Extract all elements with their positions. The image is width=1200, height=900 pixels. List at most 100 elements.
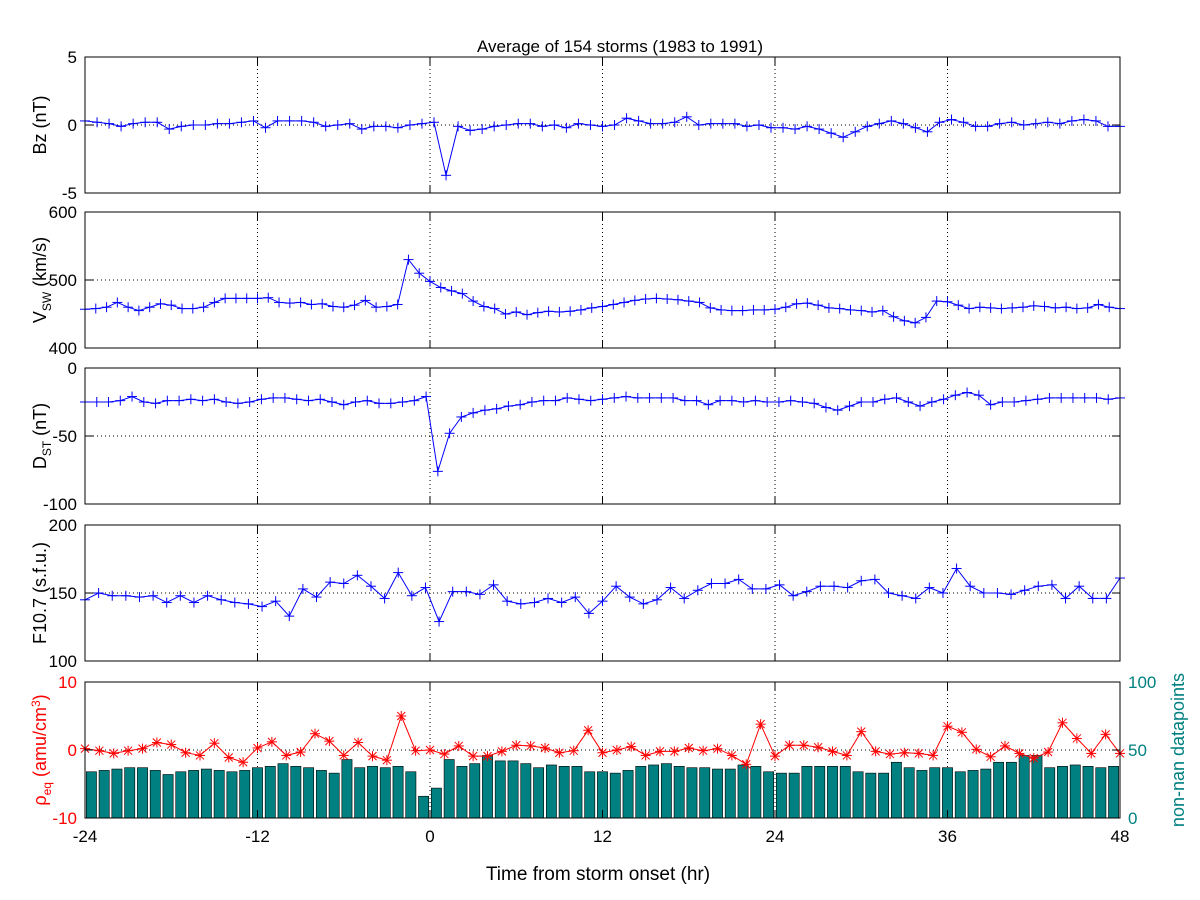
data-point-marker: [155, 298, 166, 309]
data-point-marker: [1042, 117, 1053, 128]
data-point-marker: [284, 611, 295, 622]
data-point-marker: [116, 121, 127, 132]
data-point-marker: [1104, 302, 1115, 313]
data-point-marker: [597, 596, 608, 607]
data-point-marker: [416, 118, 427, 129]
data-point-marker: [244, 397, 255, 407]
data-point-marker: [396, 711, 407, 721]
data-point-marker: [543, 593, 554, 604]
data-point-marker: [1078, 114, 1089, 125]
data-point-marker: [868, 397, 879, 407]
data-point-marker: [874, 118, 885, 129]
data-point-marker: [365, 581, 376, 592]
data-point-marker: [150, 398, 161, 409]
data-point-marker: [645, 118, 656, 129]
data-point-marker: [332, 120, 343, 130]
data-point-marker: [694, 297, 705, 308]
data-point-marker: [651, 594, 662, 605]
bar: [277, 763, 289, 819]
data-point-marker: [256, 394, 267, 405]
data-point-marker: [638, 598, 649, 609]
y-tick-label: 5: [68, 48, 77, 67]
data-point-marker: [296, 115, 307, 126]
bar: [430, 787, 442, 819]
data-point-marker: [468, 296, 479, 307]
bar: [226, 771, 238, 819]
data-point-marker: [1044, 392, 1055, 403]
data-point-marker: [188, 120, 199, 130]
data-point-marker: [123, 745, 134, 756]
data-point-marker: [621, 113, 632, 124]
data-point-marker: [897, 590, 908, 601]
data-point-marker: [845, 304, 856, 315]
data-point-marker: [257, 601, 268, 612]
bar: [635, 766, 647, 819]
data-point-marker: [540, 742, 550, 753]
data-point-marker: [108, 748, 119, 759]
data-point-marker: [94, 745, 105, 756]
bar: [827, 766, 838, 819]
data-point-marker: [953, 300, 964, 311]
data-point-marker: [1006, 117, 1017, 128]
y-tick-label: 10: [58, 673, 77, 692]
data-point-marker: [784, 740, 795, 751]
data-point-marker: [985, 399, 996, 410]
data-point-marker: [856, 305, 867, 316]
y-tick-label: 150: [49, 584, 77, 603]
data-point-marker: [1060, 593, 1071, 604]
data-point-marker: [1061, 302, 1072, 313]
data-point-marker: [705, 118, 716, 129]
data-point-marker: [879, 394, 890, 405]
data-point-marker: [1066, 115, 1077, 126]
data-point-marker: [511, 306, 522, 317]
data-point-marker: [815, 581, 826, 592]
data-point-marker: [252, 293, 263, 304]
data-point-marker: [759, 304, 770, 315]
y-tick-label: -50: [52, 427, 77, 446]
bar: [200, 768, 212, 819]
bar: [98, 770, 110, 819]
bar: [290, 766, 302, 819]
data-point-marker: [133, 305, 144, 316]
bar: [673, 766, 685, 819]
data-point-marker: [439, 749, 450, 760]
data-point-marker: [785, 395, 796, 406]
data-point-marker: [456, 411, 467, 422]
data-point-marker: [291, 394, 302, 405]
bar: [993, 761, 1005, 819]
data-point-marker: [629, 295, 640, 306]
data-point-marker: [350, 397, 361, 407]
data-point-marker: [1071, 733, 1082, 744]
bar: [750, 766, 762, 819]
data-point-marker: [924, 582, 935, 593]
data-point-marker: [1056, 392, 1067, 403]
data-point-marker: [393, 567, 404, 578]
data-point-marker: [753, 120, 764, 130]
data-point-marker: [425, 276, 435, 287]
data-point-marker: [1100, 729, 1111, 740]
data-point-marker: [665, 582, 676, 593]
data-point-marker: [597, 121, 608, 132]
data-point-marker: [965, 581, 976, 592]
bar: [533, 767, 545, 819]
data-point-marker: [826, 128, 837, 139]
data-point-marker: [232, 398, 243, 409]
data-point-marker: [823, 302, 834, 313]
data-point-marker: [128, 118, 139, 129]
data-point-marker: [703, 399, 714, 410]
data-point-marker: [295, 747, 306, 758]
data-point-marker: [715, 395, 726, 406]
data-point-marker: [488, 579, 499, 590]
data-point-marker: [910, 593, 921, 604]
data-point-marker: [738, 397, 749, 407]
data-point-marker: [920, 312, 931, 323]
data-point-marker: [522, 309, 533, 320]
data-point-marker: [166, 300, 177, 311]
data-point-marker: [1086, 748, 1097, 759]
data-point-marker: [317, 298, 328, 309]
bar: [124, 767, 136, 819]
data-point-marker: [381, 755, 392, 766]
data-point-marker: [877, 305, 888, 316]
x-tick-label: 36: [938, 827, 957, 846]
x-tick-label: -24: [73, 827, 98, 846]
